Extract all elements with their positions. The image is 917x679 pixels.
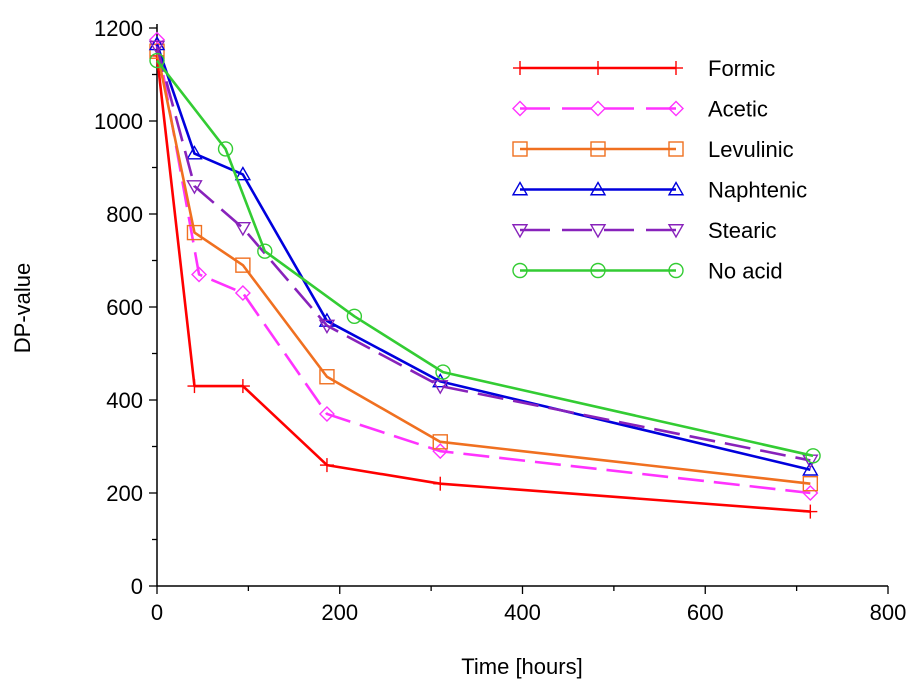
data-point-naphtenic [802,461,819,476]
legend-marker-naphtenic [589,181,607,196]
data-point-no-acid [257,243,273,259]
y-tick-label: 1000 [94,109,143,134]
data-point-naphtenic [234,166,252,181]
legend-label-naphtenic: Naphtenic [708,178,807,203]
data-point-acetic [318,405,335,422]
x-tick-label: 400 [504,600,541,625]
data-point-no-acid [435,364,451,380]
legend-label-no-acid: No acid [708,259,783,284]
legend-item-formic: Formic [513,56,775,81]
data-point-levulinic [235,257,251,273]
legend-marker-acetic [668,100,684,117]
legend-marker-formic [513,61,527,75]
y-tick-label: 600 [106,295,143,320]
legend-marker-stearic [589,224,607,239]
legend-marker-levulinic [668,141,684,157]
series-no-acid [149,52,821,464]
data-point-stearic [802,454,819,469]
data-point-stearic [318,319,336,335]
series-line-no-acid [155,59,814,458]
legend-marker-formic [669,61,683,75]
series-line-levulinic [155,50,811,485]
series-line-acetic [155,39,811,495]
data-point-naphtenic [186,145,203,160]
legend-marker-formic [591,61,605,75]
legend-marker-stearic [511,224,529,239]
legend-marker-levulinic [512,141,528,157]
axes: 0 200 400 600 800 0 200 400 600 800 1000 1200 [94,16,906,625]
y-tick-label: 800 [106,202,143,227]
data-point-stearic [234,221,252,237]
y-tick-label: 200 [106,481,143,506]
series-line-formic [155,55,811,513]
y-axis-label: DP-value [10,263,35,353]
data-point-levulinic [432,434,448,450]
legend-marker-acetic [512,100,528,117]
data-point-levulinic [149,43,165,59]
data-point-formic [803,504,818,519]
series-line-naphtenic [155,43,811,472]
series-line-stearic [155,46,811,462]
legend-marker-no-acid [668,262,684,279]
legend-label-formic: Formic [708,56,775,81]
series-stearic [148,40,819,469]
data-point-acetic [191,266,208,283]
data-point-stearic [186,180,203,195]
series-acetic [149,31,819,501]
legend-item-naphtenic: Naphtenic [511,178,807,203]
data-point-no-acid [217,141,234,157]
data-point-formic [187,379,202,394]
x-tick-label: 800 [870,600,907,625]
data-point-formic [319,458,334,473]
x-tick-label: 600 [687,600,724,625]
legend-item-acetic: Acetic [512,97,768,122]
data-point-acetic [234,285,251,302]
legend-label-stearic: Stearic [708,218,776,243]
y-tick-label: 1200 [94,16,143,41]
legend-marker-naphtenic [667,181,685,196]
data-point-levulinic [802,476,819,492]
legend-marker-stearic [667,224,685,239]
data-point-stearic [148,40,166,56]
legend-label-levulinic: Levulinic [708,137,794,162]
data-point-levulinic [186,224,203,241]
data-point-formic [433,476,448,491]
legend-item-levulinic: Levulinic [512,137,794,162]
legend-label-acetic: Acetic [708,97,768,122]
legend-marker-no-acid [590,262,606,279]
data-point-no-acid [346,308,363,324]
data-point-formic [235,379,250,394]
data-point-no-acid [149,52,165,69]
legend-marker-acetic [590,100,606,117]
x-tick-label: 200 [321,600,358,625]
data-point-levulinic [319,369,335,385]
data-point-no-acid [805,448,821,464]
legend-item-stearic: Stearic [511,218,776,243]
series-layer [148,31,821,519]
y-tick-label: 0 [131,574,143,599]
x-tick-label: 0 [151,600,163,625]
data-point-stearic [432,380,449,395]
legend-marker-levulinic [590,141,606,157]
legend-item-no-acid: No acid [512,259,783,284]
series-levulinic [149,43,819,492]
legend: Formic Acetic Levulinic Naphtenic Stearic No … [511,56,807,284]
legend-marker-naphtenic [511,181,529,196]
x-axis-label: Time [hours] [461,654,582,679]
y-tick-label: 400 [106,388,143,413]
legend-marker-no-acid [512,262,528,279]
